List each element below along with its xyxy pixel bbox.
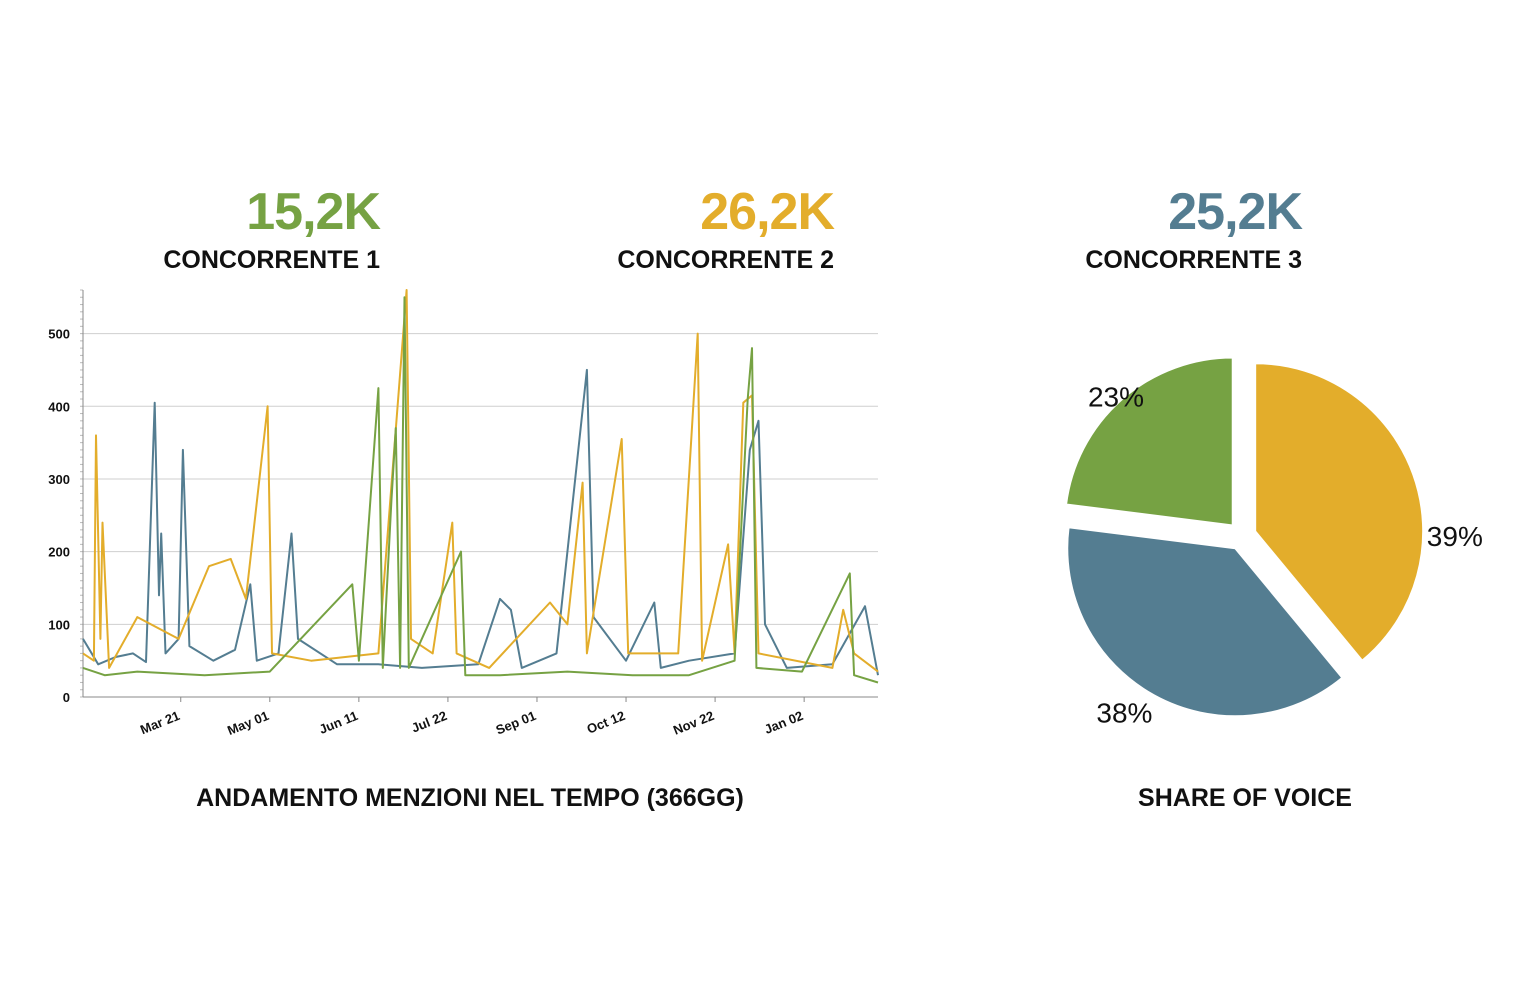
kpi-concorrente-1: 15,2K CONCORRENTE 1 <box>120 183 381 275</box>
kpi-concorrente-2: 26,2K CONCORRENTE 2 <box>574 183 835 275</box>
kpi-value: 26,2K <box>700 183 835 241</box>
y-tick-label: 400 <box>48 399 70 414</box>
series-line-3 <box>82 296 879 684</box>
y-tick-label: 200 <box>48 545 70 560</box>
kpi-value: 25,2K <box>1168 183 1303 241</box>
kpi-value: 15,2K <box>246 183 381 241</box>
series-line-1 <box>82 368 879 676</box>
y-tick-label: 500 <box>48 327 70 342</box>
kpi-label: CONCORRENTE 3 <box>1085 246 1302 274</box>
kpi-label: CONCORRENTE 2 <box>617 246 834 274</box>
share-of-voice-pie-chart: 39% 38% 23% <box>1064 356 1483 728</box>
kpi-concorrente-3: 25,2K CONCORRENTE 3 <box>1040 183 1303 275</box>
series-line-2 <box>82 289 879 673</box>
pie-slice-3 <box>1064 356 1234 527</box>
pie-chart-title: SHARE OF VOICE <box>1138 784 1352 812</box>
pie-slice-label: 23% <box>1088 382 1144 413</box>
pie-slice-label: 39% <box>1427 521 1483 552</box>
y-tick-label: 300 <box>48 472 70 487</box>
pie-slice-2 <box>1066 526 1344 718</box>
pie-slice-label: 38% <box>1096 697 1152 728</box>
y-tick-label: 0 <box>63 690 70 705</box>
line-chart-title: ANDAMENTO MENZIONI NEL TEMPO (366GG) <box>196 784 744 812</box>
y-tick-label: 100 <box>48 617 70 632</box>
pie-slice-1 <box>1254 362 1425 663</box>
kpi-label: CONCORRENTE 1 <box>163 246 380 274</box>
